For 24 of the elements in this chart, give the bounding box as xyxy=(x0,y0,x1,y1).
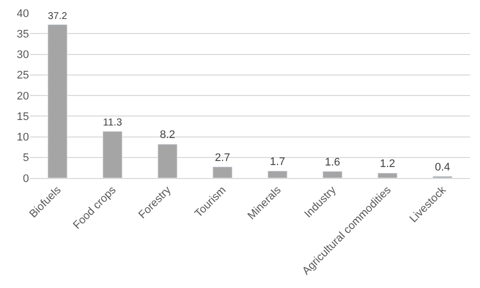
data-label: 1.7 xyxy=(270,156,286,168)
y-tick-label: 25 xyxy=(16,70,29,82)
y-tick-label: 10 xyxy=(16,132,29,144)
data-label: 11.3 xyxy=(102,118,122,129)
data-label: 1.2 xyxy=(380,158,396,170)
bar xyxy=(158,144,178,178)
data-label: 37.2 xyxy=(48,10,68,22)
data-label: 8.2 xyxy=(160,129,176,142)
data-label: 0.4 xyxy=(434,161,450,174)
y-tick-label: 35 xyxy=(16,28,29,40)
bar xyxy=(322,171,342,178)
y-tick-label: 0 xyxy=(22,172,29,185)
bar xyxy=(268,170,288,178)
bar xyxy=(378,172,398,178)
y-tick-label: 30 xyxy=(16,49,29,62)
data-label: 1.6 xyxy=(324,156,340,168)
y-tick-label: 40 xyxy=(16,8,29,20)
data-label: 2.7 xyxy=(214,152,230,164)
bar xyxy=(102,131,122,178)
bar xyxy=(48,24,68,178)
bar xyxy=(212,166,232,178)
y-tick-label: 15 xyxy=(16,110,29,123)
y-tick-label: 5 xyxy=(22,152,29,164)
y-tick-label: 20 xyxy=(16,90,29,102)
